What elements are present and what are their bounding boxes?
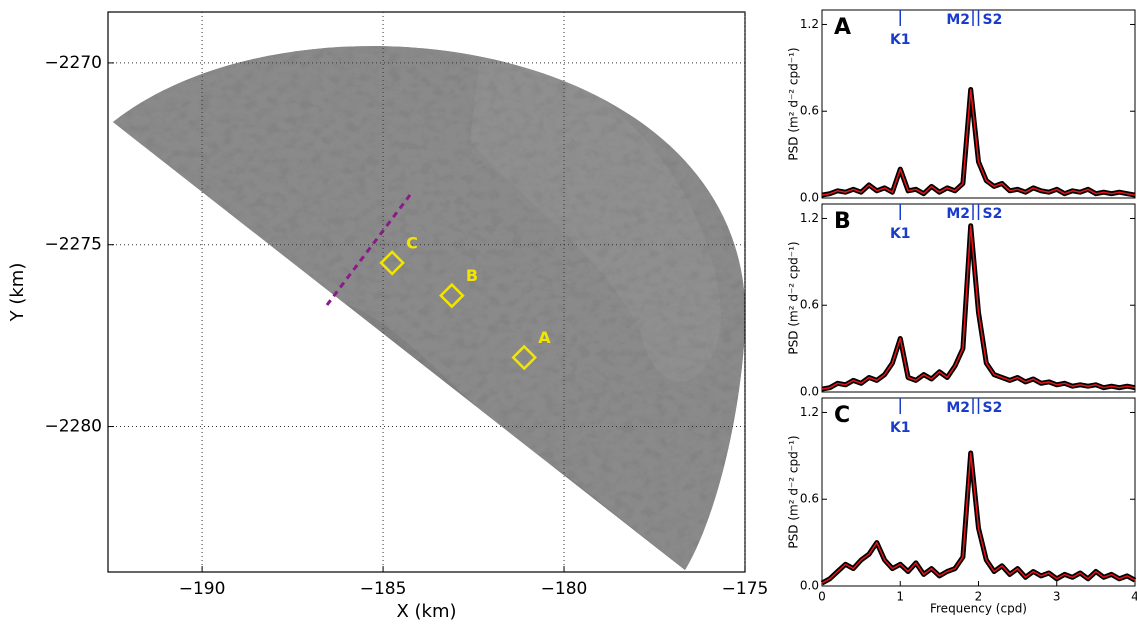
x-tick-label: 1 (896, 590, 904, 604)
x-tick-label: −175 (722, 579, 769, 599)
tidal-label: K1 (890, 420, 911, 436)
tidal-label: S2 (983, 400, 1003, 416)
region-label: C (406, 233, 418, 252)
panel-label: B (834, 209, 851, 234)
x-tick-label: 0 (818, 590, 826, 604)
tidal-label: M2 (946, 400, 970, 416)
region-box (379, 250, 405, 276)
region-box (439, 282, 465, 309)
spectrum-envelope (820, 450, 1137, 586)
x-tick-label: 4 (1131, 590, 1137, 604)
y-tick-label: 0.0 (800, 191, 819, 205)
panel-label: A (834, 15, 851, 40)
transect-line (325, 194, 412, 306)
panel-frame (821, 9, 1136, 199)
x-axis-label: Frequency (cpd) (930, 602, 1027, 616)
y-tick-label: −2280 (44, 417, 102, 437)
y-axis-label: PSD (m² d⁻² cpd⁻¹) (787, 435, 801, 548)
tidal-label: K1 (890, 32, 911, 48)
spectrum-line (821, 452, 1136, 584)
region-box (511, 344, 537, 371)
panel-frame (821, 397, 1136, 587)
y-tick-label: −2275 (44, 235, 102, 255)
y-tick-label: 0.6 (800, 298, 819, 312)
tidal-label: M2 (946, 12, 970, 28)
y-tick-label: 0.6 (800, 104, 819, 118)
y-tick-label: −2270 (44, 53, 102, 73)
tidal-label: M2 (946, 206, 970, 222)
y-tick-label: 0.0 (800, 579, 819, 593)
y-tick-label: 0.6 (800, 492, 819, 506)
y-axis-label: Y (km) (7, 263, 28, 323)
region-label: A (538, 328, 551, 347)
panel-label: C (834, 403, 850, 428)
x-tick-label: −185 (360, 579, 407, 599)
spectrum-envelope (821, 87, 1136, 198)
spectrum-line (821, 224, 1136, 390)
x-axis-label: X (km) (396, 601, 456, 622)
x-tick-label: −180 (541, 579, 588, 599)
y-tick-label: 1.2 (800, 17, 819, 31)
spectrum-line (821, 88, 1136, 196)
tidal-label: K1 (890, 226, 911, 242)
region-label: B (466, 266, 478, 285)
radar-image (113, 46, 746, 570)
y-tick-label: 1.2 (800, 405, 819, 419)
x-tick-label: 3 (1053, 590, 1061, 604)
y-axis-label: PSD (m² d⁻² cpd⁻¹) (787, 47, 801, 160)
tidal-label: S2 (983, 206, 1003, 222)
y-axis-label: PSD (m² d⁻² cpd⁻¹) (787, 241, 801, 354)
x-tick-label: −190 (179, 579, 226, 599)
tidal-label: S2 (983, 12, 1003, 28)
y-tick-label: 0.0 (800, 385, 819, 399)
x-tick-label: 2 (975, 590, 983, 604)
y-tick-label: 1.2 (800, 211, 819, 225)
